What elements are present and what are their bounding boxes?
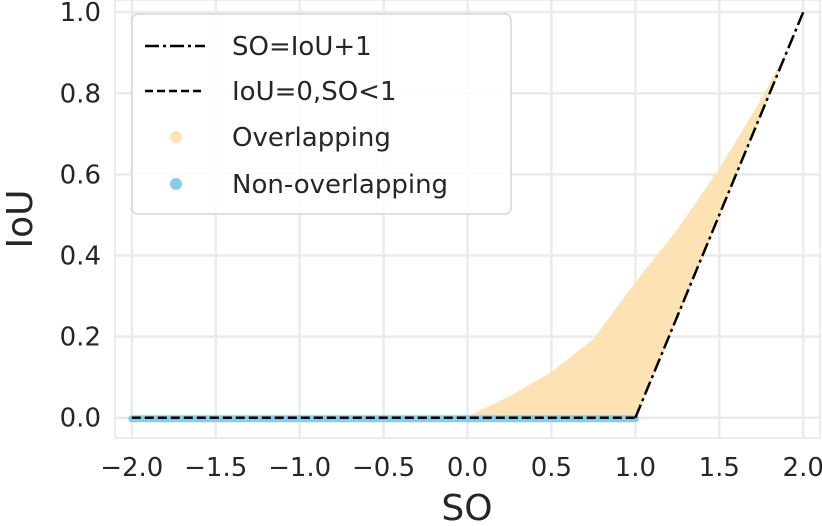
x-tick-label: 0.5	[531, 453, 572, 483]
x-tick-label: −1.5	[184, 453, 247, 483]
legend-marker-overlapping	[170, 131, 182, 143]
x-tick-labels: −2.0 −1.5 −1.0 −0.5 0.0 0.5 1.0 1.5 2.0	[100, 453, 822, 483]
y-tick-labels: 0.0 0.2 0.4 0.6 0.8 1.0	[60, 0, 101, 434]
legend-box	[131, 13, 512, 215]
y-tick-label: 0.8	[60, 79, 101, 109]
series-layer	[128, 11, 805, 423]
x-tick-label: 2.0	[783, 453, 822, 483]
x-axis-label: SO	[441, 488, 492, 526]
y-tick-label: 0.0	[60, 404, 101, 434]
legend-label-non-overlapping: Non-overlapping	[232, 170, 448, 200]
x-tick-label: −0.5	[352, 453, 415, 483]
y-tick-label: 0.2	[60, 323, 101, 353]
legend-label-overlapping: Overlapping	[232, 123, 391, 153]
x-tick-label: −2.0	[100, 453, 163, 483]
x-tick-label: 1.5	[699, 453, 740, 483]
y-axis-label: IoU	[0, 190, 41, 249]
legend: SO=IoU+1 IoU=0,SO<1 Overlapping Non-over…	[131, 13, 512, 215]
y-tick-label: 1.0	[60, 0, 101, 28]
y-tick-label: 0.4	[60, 242, 101, 272]
legend-label-dashed: IoU=0,SO<1	[232, 77, 397, 107]
x-tick-label: −1.0	[268, 453, 331, 483]
dashdot-line-so-iou	[634, 11, 805, 419]
y-tick-label: 0.6	[60, 160, 101, 190]
plot-frame	[114, 0, 821, 439]
x-tick-label: 1.0	[615, 453, 656, 483]
legend-label-dashdot: SO=IoU+1	[232, 32, 372, 62]
legend-marker-non-overlapping	[170, 178, 182, 190]
x-tick-label: 0.0	[447, 453, 488, 483]
